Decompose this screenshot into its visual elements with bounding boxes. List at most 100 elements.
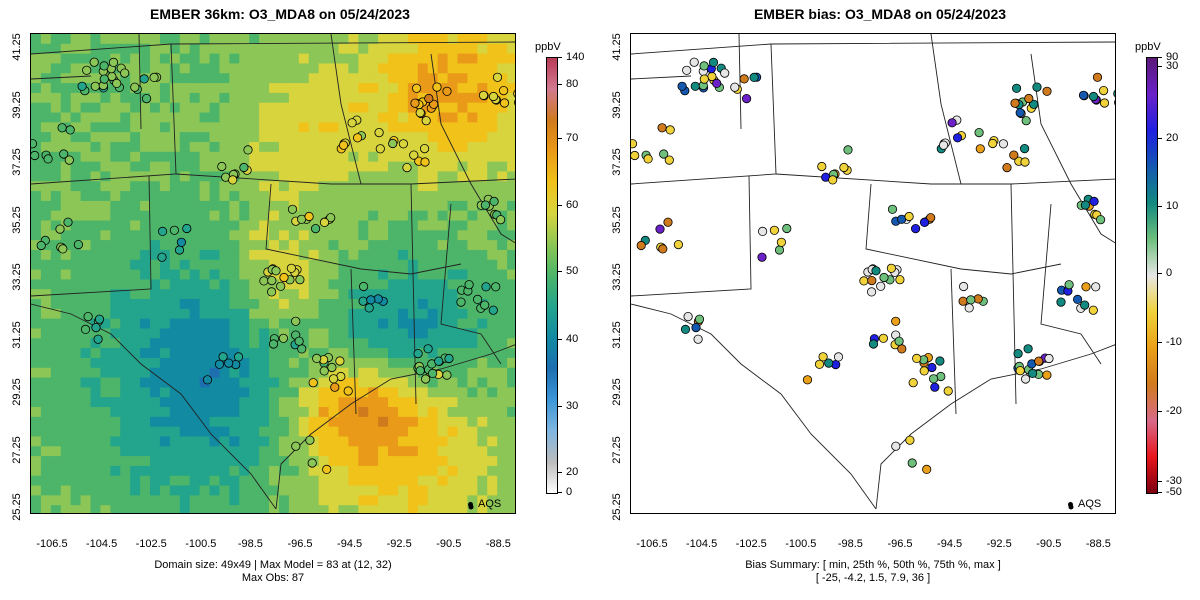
obs-site-marker [64, 155, 74, 165]
grid-cell [467, 416, 478, 428]
grid-cell [199, 387, 211, 398]
grid-cell [397, 328, 409, 339]
state-boundary [930, 34, 962, 185]
grid-cell [487, 63, 498, 74]
grid-cell [437, 387, 449, 398]
grid-cell [407, 220, 419, 231]
grid-cell [497, 230, 508, 241]
grid-cell [467, 328, 478, 339]
grid-cell [130, 53, 141, 65]
grid-cell [497, 73, 508, 84]
grid-cell [31, 397, 42, 408]
grid-cell [90, 456, 102, 467]
grid-cell [427, 112, 439, 123]
grid-cell [60, 92, 72, 104]
grid-cell [90, 171, 102, 182]
grid-cell [338, 308, 349, 320]
grid-cell [278, 249, 290, 261]
grid-cell [338, 426, 349, 438]
grid-cell [70, 63, 82, 74]
grid-cell [80, 289, 92, 300]
grid-cell [140, 367, 151, 379]
grid-cell [150, 289, 161, 300]
grid-cell [259, 416, 270, 428]
grid-cell [328, 367, 340, 379]
grid-cell [278, 299, 290, 310]
grid-cell [378, 367, 389, 379]
grid-cell [110, 495, 121, 506]
grid-cell [179, 102, 191, 114]
grid-cell [110, 318, 121, 330]
grid-cell [318, 475, 330, 487]
grid-cell [169, 416, 181, 428]
x-tick-label: -98.5 [837, 538, 863, 550]
colorbar-tick-label: 80 [566, 78, 579, 90]
grid-cell [507, 357, 515, 369]
grid-cell [249, 495, 260, 506]
grid-cell [50, 416, 62, 428]
grid-cell [120, 426, 131, 438]
grid-cell [169, 191, 181, 202]
grid-cell [120, 397, 131, 408]
grid-cell [189, 367, 201, 379]
grid-cell [80, 407, 92, 418]
grid-cell [189, 240, 201, 251]
grid-cell [338, 102, 349, 114]
grid-cell [140, 191, 151, 202]
grid-cell [90, 308, 102, 320]
grid-cell [60, 63, 72, 74]
grid-cell [487, 505, 498, 513]
grid-cell [447, 200, 459, 212]
grid-cell [368, 367, 379, 379]
grid-cell [368, 465, 379, 477]
grid-cell [209, 141, 221, 153]
grid-cell [318, 249, 330, 261]
grid-cell [239, 328, 250, 339]
obs-site-marker [442, 86, 452, 96]
grid-cell [388, 348, 399, 359]
grid-cell [50, 112, 62, 123]
grid-cell [358, 485, 369, 496]
grid-cell [477, 289, 488, 300]
grid-cell [70, 200, 82, 212]
grid-cell [80, 34, 92, 45]
grid-cell [378, 34, 389, 45]
grid-cell [308, 141, 320, 153]
grid-cell [40, 240, 52, 251]
grid-cell [378, 92, 389, 104]
grid-cell [378, 102, 389, 114]
grid-cell [487, 230, 498, 241]
grid-cell [130, 181, 141, 192]
grid-cell [507, 191, 515, 202]
obs-site-marker [94, 314, 105, 324]
grid-cell [219, 377, 230, 388]
grid-cell [110, 387, 121, 398]
grid-cell [487, 240, 498, 251]
grid-cell [388, 92, 399, 104]
obs-site-marker [182, 223, 192, 234]
grid-cell [80, 338, 92, 349]
grid-cell [189, 348, 201, 359]
grid-cell [477, 161, 488, 173]
grid-cell [288, 397, 300, 408]
grid-cell [487, 328, 498, 339]
grid-cell [487, 338, 498, 349]
bias-site-marker [839, 162, 849, 173]
grid-cell [60, 387, 72, 398]
grid-cell [328, 53, 340, 65]
grid-cell [269, 407, 280, 418]
obs-site-marker [295, 275, 305, 285]
grid-cell [80, 191, 92, 202]
grid-cell [407, 171, 419, 182]
grid-cell [100, 505, 111, 513]
grid-cell [388, 357, 399, 369]
grid-cell [70, 357, 82, 369]
grid-cell [249, 83, 260, 94]
grid-cell [169, 475, 181, 487]
grid-cell [60, 269, 72, 281]
grid-cell [100, 485, 111, 496]
obs-site-marker [432, 82, 442, 92]
grid-cell [358, 475, 369, 487]
grid-cell [60, 279, 72, 290]
grid-cell [427, 308, 439, 320]
